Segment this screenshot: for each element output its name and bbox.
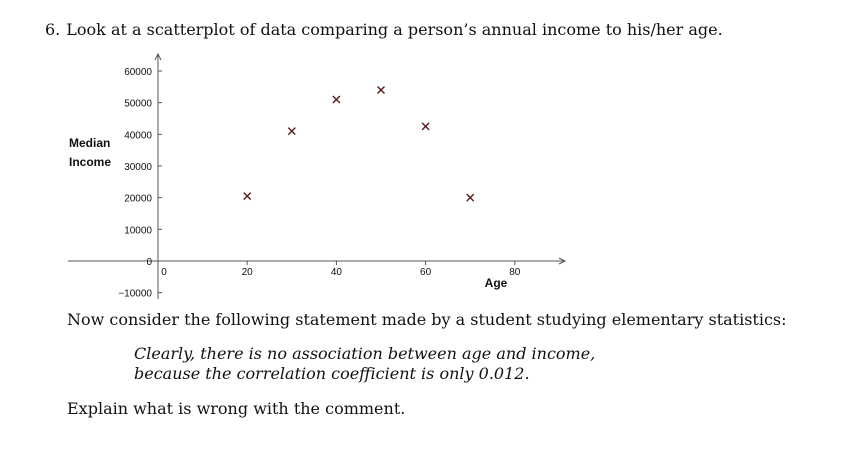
x-axis-label: Age (485, 276, 508, 290)
y-ticks: −10000 0 10000 20000 30000 40000 50000 60000 (118, 67, 162, 300)
quote-line-1: Clearly, there is no association between… (134, 344, 596, 363)
x-tick-label: 20 (242, 267, 254, 278)
data-point (466, 193, 475, 202)
y-tick-label: 30000 (124, 162, 152, 173)
x-tick-label: 60 (420, 267, 432, 278)
data-point (377, 86, 385, 94)
y-tick-label: 0 (146, 257, 152, 268)
axes (68, 52, 567, 300)
y-tick-label: 10000 (124, 225, 152, 236)
x-axis-arrow (558, 257, 567, 265)
statement-intro: Now consider the following statement mad… (67, 310, 787, 329)
quote-line-2: because the correlation coefficient is o… (134, 364, 530, 383)
data-point (332, 95, 341, 104)
scatterplot: 0 20 40 60 80 −10000 0 10000 20000 30000 40000 500… (68, 52, 567, 300)
y-axis-label-line-1: Median (69, 136, 110, 150)
y-tick-label: 50000 (124, 99, 152, 110)
question-heading: 6. Look at a scatterplot of data comparin… (45, 20, 723, 39)
y-tick-label: 20000 (124, 194, 152, 205)
data-point (243, 192, 252, 201)
student-quote: Clearly, there is no association between… (134, 344, 595, 384)
data-points (243, 86, 475, 202)
data-point (421, 122, 430, 131)
y-tick-label: 60000 (124, 67, 152, 78)
x-tick-label: 40 (331, 267, 343, 278)
question-text: Look at a scatterplot of data comparing … (66, 20, 723, 39)
y-tick-label: −10000 (118, 289, 152, 300)
question-number: 6. (45, 20, 61, 39)
data-point (287, 127, 296, 136)
y-axis-label-line-2: Income (69, 155, 111, 169)
y-tick-label: 40000 (124, 130, 152, 141)
y-axis-arrow (154, 52, 162, 61)
x-tick-label: 0 (161, 267, 167, 278)
x-tick-label: 80 (509, 267, 521, 278)
x-ticks: 0 20 40 60 80 (157, 261, 521, 278)
question-prompt: Explain what is wrong with the comment. (67, 399, 406, 418)
